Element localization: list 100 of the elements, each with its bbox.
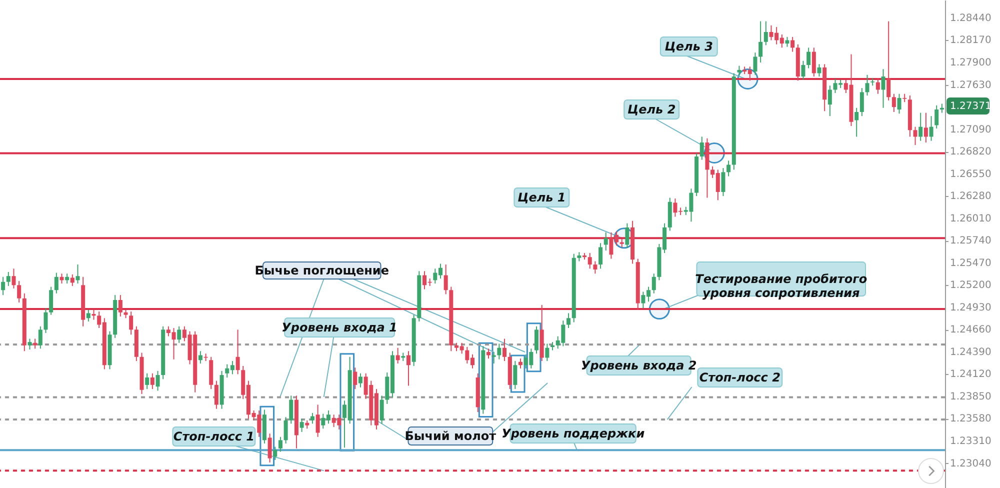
candlestick bbox=[753, 52, 758, 76]
candlestick bbox=[353, 367, 358, 390]
candlestick bbox=[118, 294, 122, 317]
y-tick-label: 1.23310 bbox=[950, 436, 992, 447]
candlestick bbox=[129, 311, 134, 336]
candlestick bbox=[758, 20, 763, 64]
candlestick bbox=[214, 380, 218, 410]
candlestick bbox=[492, 351, 496, 364]
candlestick bbox=[406, 350, 410, 386]
candlestick bbox=[497, 343, 502, 360]
candlestick bbox=[502, 338, 507, 362]
annotation: Уровень входа 2 bbox=[580, 358, 697, 372]
candlestick bbox=[737, 65, 742, 76]
candlestick bbox=[17, 280, 22, 303]
candlestick bbox=[785, 36, 790, 48]
y-tick-label: 1.28440 bbox=[950, 12, 992, 24]
candlestick bbox=[12, 268, 16, 289]
candlestick bbox=[721, 168, 726, 197]
candlestick bbox=[444, 264, 448, 295]
candlestick bbox=[92, 309, 96, 320]
candlestick bbox=[545, 343, 550, 362]
candlestick bbox=[806, 47, 811, 69]
y-tick-label: 1.26550 bbox=[950, 168, 992, 180]
y-tick-label: 1.23580 bbox=[950, 414, 992, 425]
candlestick bbox=[886, 20, 891, 101]
candlestick bbox=[300, 418, 304, 432]
candlestick bbox=[44, 308, 48, 334]
candlestick bbox=[486, 348, 491, 360]
y-tick-label: 1.24390 bbox=[950, 346, 992, 358]
candlestick bbox=[865, 74, 870, 96]
annotation: Уровень поддержки bbox=[502, 426, 646, 440]
candlestick bbox=[593, 260, 598, 274]
candlestick bbox=[577, 252, 582, 262]
candlestick bbox=[284, 416, 288, 444]
candlestick bbox=[940, 103, 944, 114]
candlestick bbox=[913, 126, 918, 146]
candlestick bbox=[801, 60, 806, 80]
y-tick-label: 1.23040 bbox=[950, 458, 992, 470]
candlestick bbox=[289, 395, 294, 424]
candlestick bbox=[150, 372, 154, 390]
candlestick bbox=[396, 347, 400, 364]
candlestick bbox=[38, 326, 42, 350]
y-tick-label: 1.27630 bbox=[950, 80, 992, 91]
candlestick bbox=[625, 222, 630, 249]
candlestick bbox=[817, 64, 822, 78]
candlestick bbox=[790, 36, 795, 52]
annotation: Цель 2 bbox=[627, 102, 676, 116]
candlestick bbox=[934, 104, 939, 129]
y-tick-label: 1.25740 bbox=[950, 236, 992, 247]
annotation: Тестирование пробитого уровня сопротивления bbox=[695, 272, 868, 300]
y-tick-label: 1.23850 bbox=[950, 391, 992, 402]
candlestick bbox=[929, 116, 934, 142]
candlestick bbox=[156, 370, 160, 392]
candlestick bbox=[518, 358, 523, 369]
candlestick bbox=[854, 107, 859, 138]
candlestick bbox=[236, 329, 240, 375]
candlestick bbox=[198, 350, 202, 364]
candlestick bbox=[598, 242, 603, 270]
candlestick bbox=[897, 93, 902, 114]
candlestick bbox=[924, 112, 928, 143]
candlestick bbox=[28, 338, 32, 350]
text: 1.27371 bbox=[950, 101, 992, 112]
candlestick bbox=[700, 136, 704, 160]
candlestick bbox=[764, 20, 768, 46]
candlestick bbox=[177, 326, 182, 344]
candlestick bbox=[566, 312, 571, 329]
candlestick bbox=[86, 309, 90, 322]
y-tick-label: 1.25470 bbox=[950, 258, 992, 269]
candlestick bbox=[812, 47, 816, 78]
candlestick bbox=[860, 88, 864, 117]
candlestick bbox=[358, 372, 362, 388]
candlestick bbox=[881, 68, 886, 108]
candlestick bbox=[726, 160, 731, 177]
candlestick bbox=[145, 372, 150, 390]
candlestick bbox=[310, 412, 314, 424]
y-tick-label: 1.26280 bbox=[950, 191, 992, 202]
candlestick bbox=[33, 338, 38, 350]
candlestick bbox=[316, 404, 320, 438]
candlestick bbox=[892, 93, 896, 112]
candlestick bbox=[513, 360, 518, 390]
y-tick-label: 1.26820 bbox=[950, 146, 992, 158]
candlestick bbox=[876, 78, 880, 94]
y-tick-label: 1.28170 bbox=[950, 35, 992, 46]
candlestick bbox=[604, 232, 608, 252]
candlestick bbox=[652, 273, 656, 294]
y-tick-label: 1.27900 bbox=[950, 58, 992, 69]
candlestick bbox=[65, 273, 70, 284]
candlestick bbox=[70, 274, 74, 286]
y-tick-label: 1.25200 bbox=[950, 280, 992, 292]
candlestick bbox=[534, 326, 539, 354]
y-tick-label: 1.27090 bbox=[950, 124, 992, 136]
candlestick bbox=[49, 286, 54, 316]
y-tick-label: 1.26010 bbox=[950, 213, 992, 224]
candlestick bbox=[380, 395, 384, 424]
annotation: Цель 1 bbox=[518, 190, 566, 204]
candlestick bbox=[588, 252, 592, 270]
candlestick bbox=[918, 112, 923, 142]
candlestick bbox=[278, 436, 282, 452]
candlestick bbox=[828, 85, 832, 117]
candlestick bbox=[1, 276, 6, 296]
